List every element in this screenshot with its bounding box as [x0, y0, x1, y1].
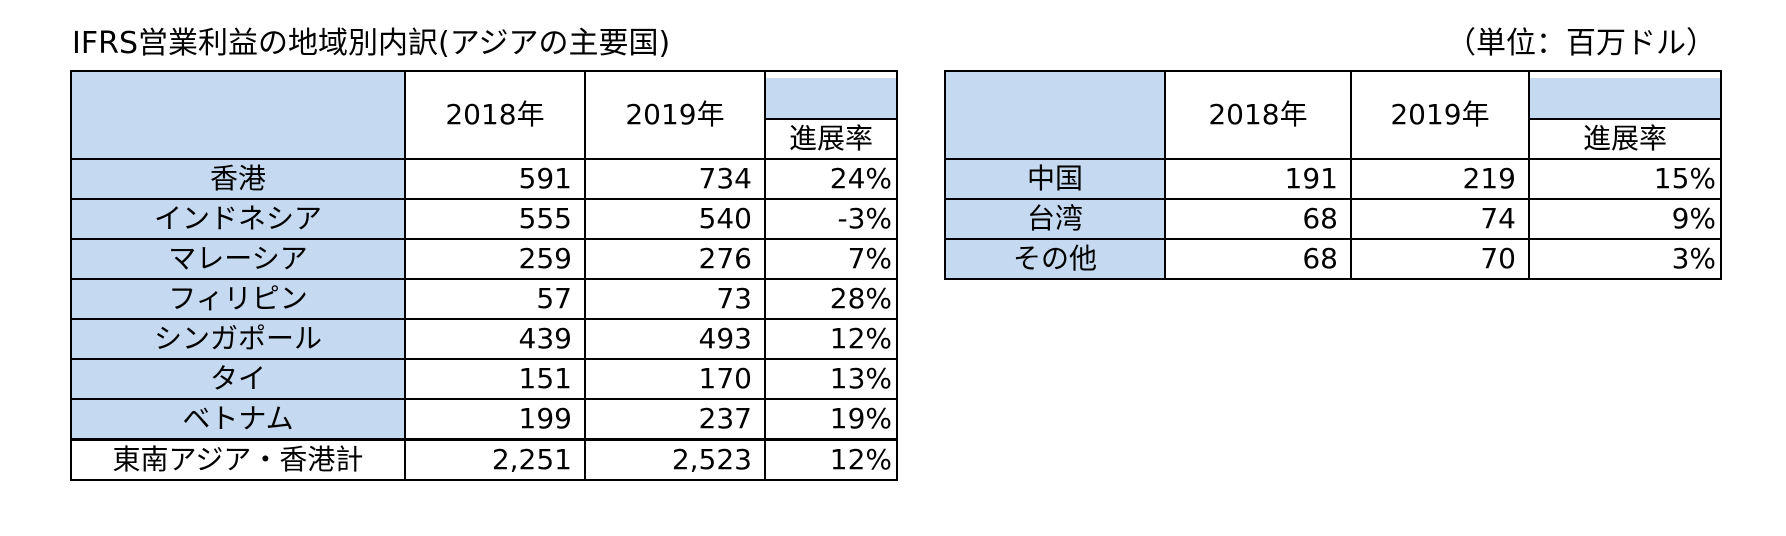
header-rate: 進展率	[1530, 118, 1720, 158]
row-rate: 7%	[764, 238, 898, 280]
header-blank-cell	[70, 70, 406, 160]
table-row: 台湾 68 74 9%	[944, 198, 1722, 240]
row-rate: 24%	[764, 158, 898, 200]
row-name: マレーシア	[70, 238, 406, 280]
row-2019: 73	[584, 278, 766, 320]
row-2019: 237	[584, 398, 766, 441]
table-row: マレーシア 259 276 7%	[70, 238, 898, 280]
row-2018: 191	[1164, 158, 1352, 200]
left-table: 2018年 2019年 進展率 香港 591 734 24% インドネシア 555 540…	[70, 70, 898, 481]
row-rate: 15%	[1528, 158, 1722, 200]
row-2018: 591	[404, 158, 586, 200]
total-name: 東南アジア・香港計	[70, 438, 406, 481]
row-2019: 540	[584, 198, 766, 240]
table-row: 中国 191 219 15%	[944, 158, 1722, 200]
row-2019: 70	[1350, 238, 1530, 280]
row-name: フィリピン	[70, 278, 406, 320]
row-2018: 57	[404, 278, 586, 320]
row-2019: 276	[584, 238, 766, 280]
header-rate-cell: 進展率	[764, 70, 898, 160]
table-row: タイ 151 170 13%	[70, 358, 898, 400]
row-2018: 151	[404, 358, 586, 400]
row-name: ベトナム	[70, 398, 406, 441]
header-rate-cell: 進展率	[1528, 70, 1722, 160]
row-2019: 734	[584, 158, 766, 200]
row-rate: 19%	[764, 398, 898, 441]
row-name: タイ	[70, 358, 406, 400]
table-row: フィリピン 57 73 28%	[70, 278, 898, 320]
table-row: シンガポール 439 493 12%	[70, 318, 898, 360]
table-row: その他 68 70 3%	[944, 238, 1722, 280]
table-header-row: 2018年 2019年 進展率	[70, 70, 898, 160]
header-2019: 2019年	[1350, 70, 1530, 160]
table-row: ベトナム 199 237 19%	[70, 398, 898, 441]
row-rate: 28%	[764, 278, 898, 320]
row-name: シンガポール	[70, 318, 406, 360]
row-rate: 12%	[764, 318, 898, 360]
row-2019: 493	[584, 318, 766, 360]
header-2019: 2019年	[584, 70, 766, 160]
table-row: 香港 591 734 24%	[70, 158, 898, 200]
row-2019: 170	[584, 358, 766, 400]
row-rate: 9%	[1528, 198, 1722, 240]
right-table: 2018年 2019年 進展率 中国 191 219 15% 台湾 68 74 9% その他…	[944, 70, 1722, 280]
row-2018: 555	[404, 198, 586, 240]
row-name: 香港	[70, 158, 406, 200]
row-name: インドネシア	[70, 198, 406, 240]
header-rate: 進展率	[766, 118, 896, 158]
row-2019: 219	[1350, 158, 1530, 200]
page-title: IFRS営業利益の地域別内訳(アジアの主要国)	[72, 26, 671, 61]
table-header-row: 2018年 2019年 進展率	[944, 70, 1722, 160]
header-2018: 2018年	[1164, 70, 1352, 160]
row-rate: -3%	[764, 198, 898, 240]
total-rate: 12%	[764, 438, 898, 481]
header-blank-cell	[944, 70, 1166, 160]
table-row: インドネシア 555 540 -3%	[70, 198, 898, 240]
total-row: 東南アジア・香港計 2,251 2,523 12%	[70, 438, 898, 481]
row-2018: 259	[404, 238, 586, 280]
row-2018: 68	[1164, 238, 1352, 280]
row-2018: 439	[404, 318, 586, 360]
header-2018: 2018年	[404, 70, 586, 160]
row-2018: 199	[404, 398, 586, 441]
row-name: 台湾	[944, 198, 1166, 240]
row-rate: 3%	[1528, 238, 1722, 280]
row-2018: 68	[1164, 198, 1352, 240]
row-2019: 74	[1350, 198, 1530, 240]
unit-label: （単位：百万ドル）	[1446, 26, 1716, 61]
total-2019: 2,523	[584, 438, 766, 481]
total-2018: 2,251	[404, 438, 586, 481]
row-name: 中国	[944, 158, 1166, 200]
row-rate: 13%	[764, 358, 898, 400]
row-name: その他	[944, 238, 1166, 280]
